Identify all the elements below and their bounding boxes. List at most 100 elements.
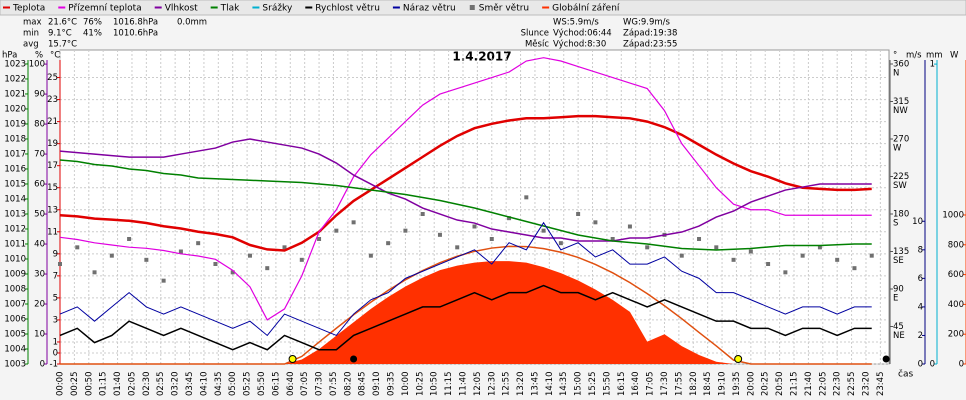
compass-label: E — [893, 294, 898, 304]
x-tick-label: 07:55 — [329, 372, 339, 397]
x-tick-label: 17:30 — [660, 372, 670, 397]
legend-bar — [0, 0, 966, 16]
x-tick-label: 13:45 — [530, 372, 540, 397]
y-tick-label: 0 — [40, 360, 45, 370]
direction-point — [524, 195, 529, 200]
direction-point — [766, 262, 771, 266]
y-tick-label: 9 — [53, 249, 58, 259]
y-tick-label: 1012 — [4, 224, 26, 234]
y-tick-label: 40 — [34, 240, 45, 250]
x-tick-label: 14:10 — [545, 372, 555, 397]
y-tick-label: 180 — [893, 210, 909, 220]
direction-point — [593, 220, 598, 225]
y-tick-label: 90 — [34, 90, 45, 100]
y-tick-label: 10 — [34, 330, 45, 340]
axis-unit: hPa — [2, 51, 17, 61]
direction-point — [161, 278, 166, 283]
legend-swatch — [469, 5, 475, 10]
y-tick-label: 1003 — [4, 360, 26, 370]
y-tick-label: 1018 — [4, 134, 26, 144]
y-tick-label: 23 — [47, 95, 58, 105]
y-tick-label: 1016 — [4, 164, 26, 174]
x-tick-label: 17:55 — [674, 372, 684, 397]
series-line — [59, 221, 872, 337]
direction-point — [869, 253, 874, 258]
direction-point — [282, 245, 287, 250]
y-tick-label: 25 — [47, 73, 58, 83]
stat-text: 1010.6hPa — [113, 29, 158, 39]
direction-point — [507, 216, 512, 221]
stat-text: 76% — [83, 18, 102, 28]
legend-label: Směr větru — [479, 4, 529, 14]
y-tick-label: 2 — [918, 331, 923, 341]
x-tick-label: 19:10 — [718, 372, 728, 397]
x-tick-label: 22:55 — [847, 372, 857, 397]
axis-unit: m/s — [906, 51, 922, 61]
y-tick-label: 200 — [948, 330, 964, 340]
direction-point — [403, 228, 408, 233]
direction-point — [817, 245, 822, 250]
x-tick-label: 09:35 — [387, 372, 397, 397]
stat-text: 15.7°C — [48, 40, 77, 50]
legend-label: Teplota — [12, 4, 45, 14]
x-tick-label: 03:20 — [171, 372, 181, 397]
x-tick-label: 05:00 — [228, 372, 238, 397]
direction-point — [472, 224, 477, 229]
x-tick-label: 01:40 — [113, 372, 123, 397]
direction-point — [299, 257, 304, 262]
y-tick-label: 1 — [930, 60, 935, 70]
stat-text: min — [23, 29, 39, 39]
direction-point — [697, 237, 702, 241]
direction-point — [835, 257, 840, 262]
x-tick-label: 13:20 — [516, 372, 526, 397]
direction-point — [627, 224, 632, 229]
direction-point — [455, 245, 460, 250]
y-tick-label: 15 — [47, 183, 58, 193]
y-tick-label: 50 — [34, 210, 45, 220]
x-tick-label: 20:00 — [746, 372, 756, 397]
x-tick-label: 09:10 — [372, 372, 382, 397]
direction-point — [230, 270, 235, 275]
y-tick-label: 1014 — [4, 194, 26, 204]
y-tick-label: 6 — [918, 274, 923, 284]
direction-point — [852, 266, 857, 271]
moon-marker — [882, 355, 890, 363]
y-tick-label: 90 — [893, 285, 904, 295]
y-tick-label: 0 — [53, 348, 58, 358]
y-tick-label: 5 — [53, 293, 58, 303]
y-tick-label: 600 — [948, 270, 964, 280]
x-tick-label: 12:55 — [502, 372, 512, 397]
series-line — [59, 284, 872, 351]
direction-point — [317, 237, 322, 241]
y-tick-label: 270 — [893, 135, 909, 145]
legend-label: Tlak — [220, 4, 241, 14]
y-tick-label: 1022 — [4, 74, 26, 84]
x-tick-label: 15:00 — [574, 372, 584, 397]
x-tick-label: 15:50 — [602, 372, 612, 397]
sun-marker — [288, 355, 297, 363]
direction-point — [437, 232, 442, 237]
sun-marker — [734, 355, 743, 363]
x-tick-label: 00:25 — [70, 372, 80, 397]
legend-label: Srážky — [262, 4, 293, 14]
legend-label: Globální záření — [552, 4, 620, 14]
direction-point — [783, 270, 788, 275]
direction-point — [196, 241, 201, 246]
y-tick-label: 1005 — [4, 329, 26, 339]
x-tick-label: 12:30 — [487, 371, 497, 396]
y-tick-label: 1010 — [4, 254, 26, 264]
y-tick-label: 1004 — [4, 344, 26, 354]
y-tick-label: 11 — [47, 227, 58, 237]
x-tick-label: 11:40 — [458, 372, 468, 397]
x-tick-label: 17:05 — [646, 372, 656, 397]
direction-point — [144, 257, 149, 262]
direction-point — [731, 257, 736, 262]
compass-label: S — [893, 219, 898, 229]
x-tick-label: 05:50 — [257, 372, 267, 397]
y-tick-label: 1009 — [4, 269, 26, 279]
legend-label: Rychlost větru — [315, 4, 380, 14]
direction-point — [265, 266, 270, 271]
x-tick-label: 06:40 — [286, 372, 296, 397]
x-tick-label: 02:55 — [156, 372, 166, 397]
